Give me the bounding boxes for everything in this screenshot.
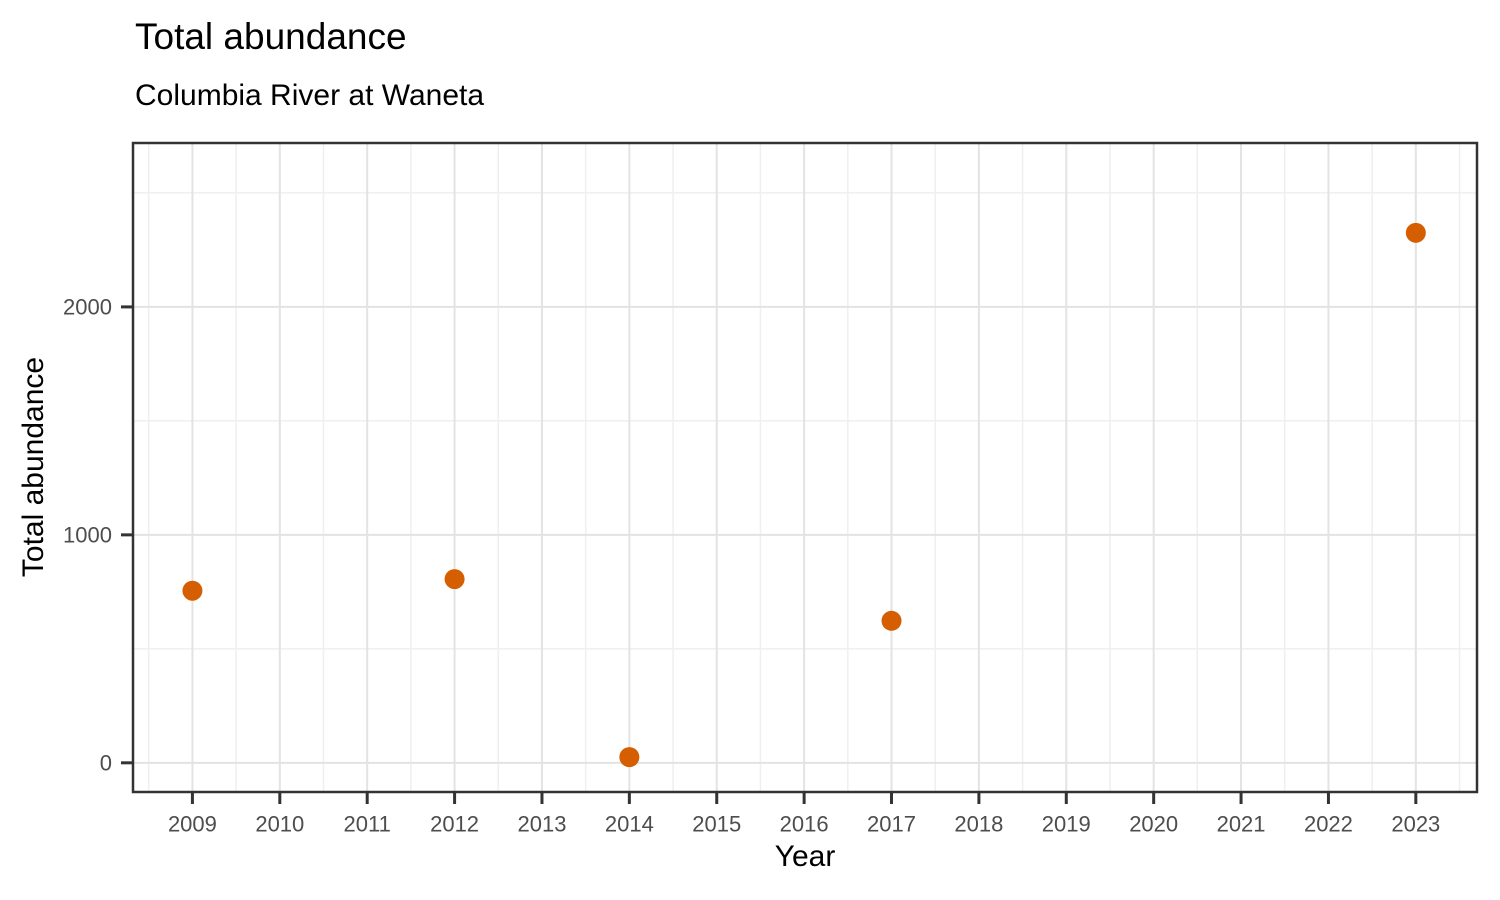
x-tick-label: 2015 [692,812,741,837]
x-tick-label: 2018 [954,812,1003,837]
x-tick-label: 2010 [255,812,304,837]
x-tick-label: 2020 [1129,812,1178,837]
x-tick-label: 2009 [168,812,217,837]
x-tick-label: 2016 [780,812,829,837]
y-tick-label: 2000 [63,294,112,319]
x-tick-label: 2021 [1217,812,1266,837]
data-point [881,610,902,631]
x-tick-label: 2012 [430,812,479,837]
data-point [619,747,640,768]
y-axis-title: Total abundance [17,356,50,578]
x-tick-label: 2011 [344,812,391,837]
y-tick-label: 1000 [63,522,112,547]
x-axis-title: Year [774,840,836,873]
x-tick-label: 2022 [1304,812,1353,837]
data-point [444,569,465,590]
x-tick-label: 2017 [867,812,916,837]
x-tick-label: 2019 [1042,812,1091,837]
y-tick-label: 0 [100,750,112,775]
chart-subtitle: Columbia River at Waneta [135,79,485,112]
x-tick-label: 2014 [605,812,654,837]
x-tick-label: 2013 [517,812,566,837]
data-point [1405,222,1426,243]
data-point [182,580,203,601]
x-tick-label: 2023 [1391,812,1440,837]
chart-title: Total abundance [135,16,407,57]
